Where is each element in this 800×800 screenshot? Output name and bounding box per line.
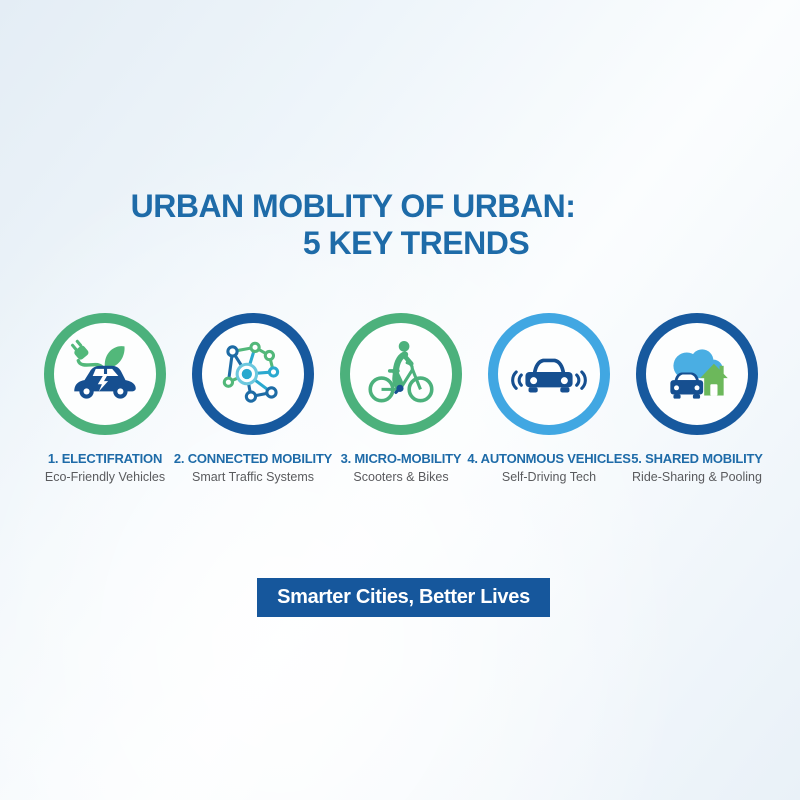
trend-subtitle: Ride-Sharing & Pooling <box>632 470 762 484</box>
trend-card-shared-mobility: 5. SHARED MOBILITY Ride-Sharing & Poolin… <box>623 313 771 484</box>
trend-ring <box>636 313 758 435</box>
page-title: URBAN MOBLITY OF URBAN: 5 KEY TRENDS <box>0 188 800 262</box>
trend-card-autonomous-vehicles: 4. AUTONMOUS VEHICLES Self-Driving Tech <box>467 313 631 484</box>
trends-row: 1. ELECTIFRATION Eco-Friendly Vehicles <box>31 313 771 484</box>
trend-ring <box>488 313 610 435</box>
connected-network-icon <box>222 341 280 403</box>
trend-label: 1. ELECTIFRATION <box>47 451 163 466</box>
trend-subtitle: Self-Driving Tech <box>501 470 597 484</box>
trend-ring <box>192 313 314 435</box>
autonomous-car-icon <box>511 358 587 393</box>
cyclist-icon <box>368 340 434 403</box>
title-line-1: URBAN MOBLITY OF URBAN: <box>130 188 576 224</box>
shared-mobility-icon <box>670 349 728 399</box>
trend-ring <box>44 313 166 435</box>
trend-subtitle: Scooters & Bikes <box>353 470 449 484</box>
electric-car-icon <box>70 339 136 399</box>
trend-subtitle: Eco-Friendly Vehicles <box>44 470 166 484</box>
trend-card-connected-mobility: 2. CONNECTED MOBILITY Smart Traffic Syst… <box>174 313 332 484</box>
trend-card-electrification: 1. ELECTIFRATION Eco-Friendly Vehicles <box>31 313 179 484</box>
tagline-text: Smarter Cities, Better Lives <box>277 586 530 608</box>
trend-label: 4. AUTONMOUS VEHICLES <box>467 451 631 466</box>
title-line-2: 5 KEY TRENDS <box>302 225 530 261</box>
trend-card-micro-mobility: 3. MICRO-MOBILITY Scooters & Bikes <box>327 313 475 484</box>
trend-label: 3. MICRO-MOBILITY <box>340 451 462 466</box>
trend-subtitle: Smart Traffic Systems <box>191 470 314 484</box>
trend-label: 2. CONNECTED MOBILITY <box>173 451 333 466</box>
trend-label: 5. SHARED MOBILITY <box>631 451 763 466</box>
tagline-banner: Smarter Cities, Better Lives <box>257 578 550 617</box>
trend-ring <box>340 313 462 435</box>
